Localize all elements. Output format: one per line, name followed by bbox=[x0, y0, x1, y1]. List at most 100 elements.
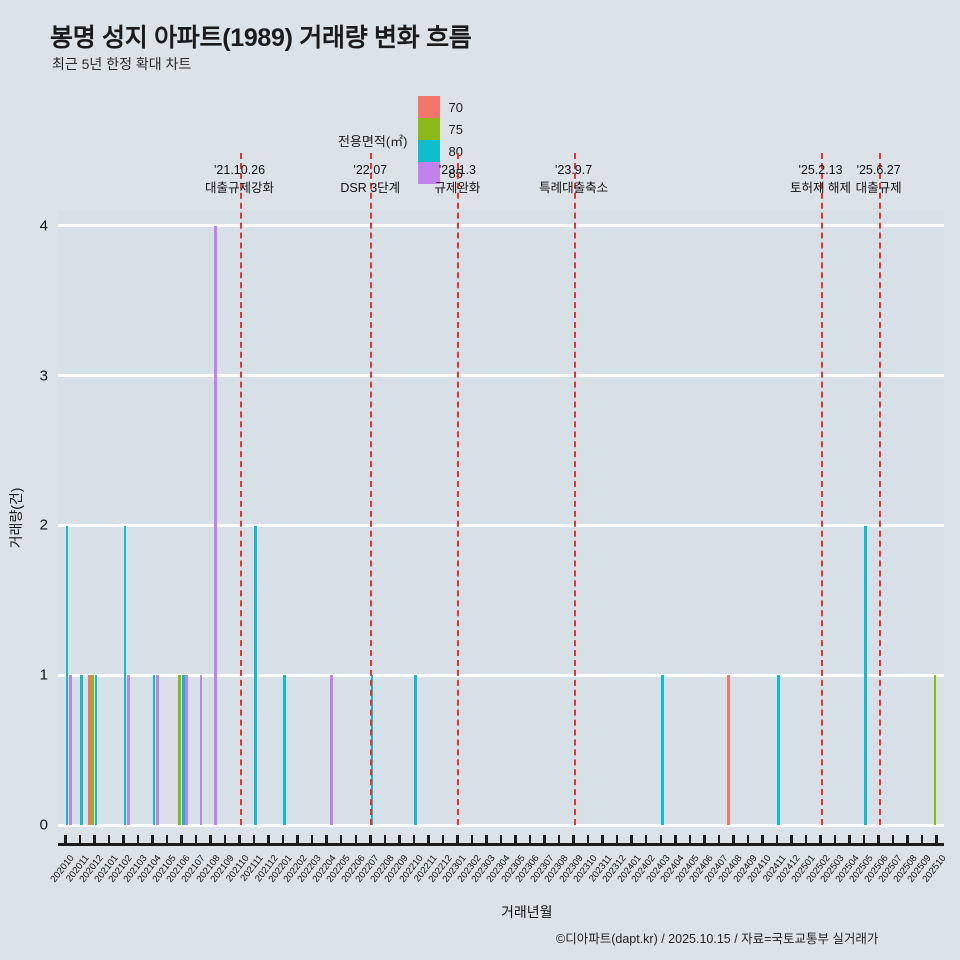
x-tick-202010 bbox=[64, 835, 67, 845]
x-tick-202409 bbox=[746, 835, 750, 845]
event-line-202506 bbox=[878, 153, 881, 825]
x-tick-202304 bbox=[499, 835, 503, 845]
annotation-date: '22.07 bbox=[353, 163, 388, 177]
legend-item-70[interactable]: 70 bbox=[417, 96, 463, 118]
x-tick-202110 bbox=[238, 835, 241, 845]
x-tick-202302 bbox=[470, 835, 474, 845]
annotation-date: '25.2.13 bbox=[798, 163, 843, 177]
x-tick-202401 bbox=[630, 835, 633, 845]
event-line-202502 bbox=[820, 153, 823, 825]
x-tick-202503 bbox=[833, 835, 837, 845]
x-tick-202210 bbox=[412, 835, 416, 845]
x-tick-202212 bbox=[441, 835, 445, 845]
bar-202210-80[interactable] bbox=[414, 675, 417, 825]
x-axis-title: 거래년월 bbox=[501, 904, 553, 920]
legend-label-70: 70 bbox=[448, 99, 463, 115]
x-tick-202209 bbox=[398, 835, 401, 845]
annotation-text: 대출규제강화 bbox=[205, 181, 275, 196]
x-tick-202510 bbox=[935, 835, 938, 845]
x-tick-202111 bbox=[252, 835, 256, 845]
legend-item-80[interactable]: 80 bbox=[417, 140, 463, 162]
annotation-202506: '25.6.27 대출규제 bbox=[856, 161, 902, 197]
x-tick-202208 bbox=[383, 835, 387, 845]
legend-item-75[interactable]: 75 bbox=[417, 118, 463, 140]
page-title: 봉명 성지 아파트(1989) 거래량 변화 흐름 bbox=[50, 24, 472, 52]
bar-202102-80[interactable] bbox=[123, 525, 127, 825]
legend-label-80: 80 bbox=[448, 143, 463, 159]
bar-202106-75[interactable] bbox=[178, 675, 182, 825]
x-tick-202012 bbox=[93, 835, 96, 845]
bar-202204-85[interactable] bbox=[330, 675, 334, 825]
x-tick-202406 bbox=[703, 835, 706, 845]
x-tick-202504 bbox=[848, 835, 851, 845]
x-tick-202306 bbox=[528, 835, 532, 845]
bar-202012-75[interactable] bbox=[91, 675, 95, 825]
x-tick-202305 bbox=[514, 835, 517, 845]
gridline-4 bbox=[58, 224, 944, 228]
bar-202408-70[interactable] bbox=[726, 675, 730, 825]
x-tick-202308 bbox=[557, 835, 561, 845]
x-tick-202102 bbox=[122, 835, 125, 845]
bar-202104-80[interactable] bbox=[152, 675, 156, 825]
legend: 전용면적(㎡) 70 75 80 85 bbox=[338, 96, 485, 184]
x-tick-202505 bbox=[862, 835, 866, 845]
gridline-0 bbox=[58, 823, 944, 827]
annotation-date: '25.6.27 bbox=[856, 163, 901, 177]
bar-202106-80[interactable] bbox=[181, 675, 185, 825]
x-tick-202506 bbox=[877, 835, 880, 845]
x-tick-202402 bbox=[644, 835, 648, 845]
x-tick-202103 bbox=[136, 835, 140, 845]
legend-swatch-70 bbox=[417, 96, 440, 118]
annotation-text: 규제완화 bbox=[434, 181, 481, 196]
bar-202010-85[interactable] bbox=[68, 675, 72, 825]
legend-swatch-85 bbox=[417, 162, 440, 184]
annotation-text: 특례대출축소 bbox=[539, 181, 609, 196]
x-tick-202501 bbox=[804, 835, 808, 845]
annotation-date: '23.9.7 bbox=[555, 163, 593, 177]
event-line-202110 bbox=[239, 153, 242, 825]
bar-202011-80[interactable] bbox=[80, 675, 83, 825]
bar-202201-80[interactable] bbox=[283, 675, 287, 825]
bar-202010-80[interactable] bbox=[65, 525, 69, 825]
bar-202012-70[interactable] bbox=[87, 675, 91, 825]
legend-label-75: 75 bbox=[448, 121, 463, 137]
annotation-202309: '23.9.7 특례대출축소 bbox=[539, 161, 608, 197]
page-subtitle: 최근 5년 한정 확대 차트 bbox=[52, 56, 192, 72]
x-tick-202205 bbox=[339, 835, 343, 845]
y-tick-label-0: 0 bbox=[39, 816, 48, 834]
bar-202106-85[interactable] bbox=[185, 675, 188, 825]
legend-swatch-80 bbox=[417, 140, 440, 162]
bar-202505-80[interactable] bbox=[864, 525, 868, 825]
bar-202108-85[interactable] bbox=[214, 225, 217, 825]
bar-202510-75[interactable] bbox=[933, 675, 937, 825]
x-tick-202405 bbox=[688, 835, 692, 845]
y-tick-label-2: 2 bbox=[39, 516, 48, 534]
x-tick-202211 bbox=[427, 835, 430, 845]
x-tick-202106 bbox=[180, 835, 183, 845]
bar-202104-85[interactable] bbox=[156, 675, 159, 825]
event-line-202301 bbox=[457, 153, 460, 825]
annotation-text: 토허제 해제 bbox=[790, 181, 852, 196]
annotation-text: 대출규제 bbox=[855, 181, 902, 196]
x-tick-202509 bbox=[920, 835, 924, 845]
bar-202403-80[interactable] bbox=[661, 675, 664, 825]
bar-202012-80[interactable] bbox=[94, 675, 98, 825]
chart-plot-area: 거래량(건) bbox=[8, 153, 944, 827]
y-tick-label-1: 1 bbox=[39, 666, 48, 684]
x-tick-202311 bbox=[601, 835, 604, 845]
bar-202411-80[interactable] bbox=[777, 675, 781, 825]
x-tick-202301 bbox=[456, 835, 459, 845]
x-tick-202011 bbox=[78, 835, 82, 845]
annotation-202301: '23.1.3 규제완화 bbox=[434, 161, 480, 197]
x-tick-202105 bbox=[165, 835, 169, 845]
bar-202107-85[interactable] bbox=[199, 675, 203, 825]
event-line-202207 bbox=[370, 153, 373, 825]
bar-202102-85[interactable] bbox=[126, 675, 130, 825]
x-tick-202407 bbox=[717, 835, 721, 845]
x-tick-202202 bbox=[296, 835, 299, 845]
x-tick-202303 bbox=[485, 835, 488, 845]
annotation-202502: '25.2.13 토허제 해제 bbox=[790, 161, 851, 197]
x-tick-202107 bbox=[194, 835, 198, 845]
x-tick-202104 bbox=[151, 835, 154, 845]
bar-202111-80[interactable] bbox=[254, 525, 258, 825]
